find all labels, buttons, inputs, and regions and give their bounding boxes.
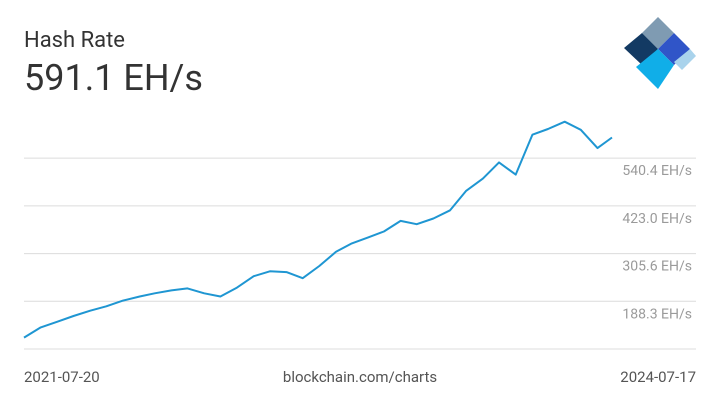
source: blockchain.com/charts bbox=[283, 368, 437, 386]
x-tick-label: 2021-07-20 bbox=[24, 368, 100, 386]
y-tick-label: 305.6 EH/s bbox=[622, 259, 692, 275]
data-line bbox=[23, 120, 613, 339]
chart-title: Hash Rate bbox=[24, 28, 125, 53]
logo bbox=[624, 17, 696, 89]
chart-subtitle: 591.1 EH/s bbox=[24, 57, 203, 99]
x-tick-label: 2024-07-17 bbox=[620, 368, 696, 386]
logo-piece bbox=[636, 49, 674, 89]
logo-piece bbox=[674, 49, 696, 70]
y-tick-label: 188.3 EH/s bbox=[622, 306, 692, 322]
y-tick-label: 540.4 EH/s bbox=[622, 163, 692, 179]
y-tick-label: 423.0 EH/s bbox=[622, 211, 692, 227]
